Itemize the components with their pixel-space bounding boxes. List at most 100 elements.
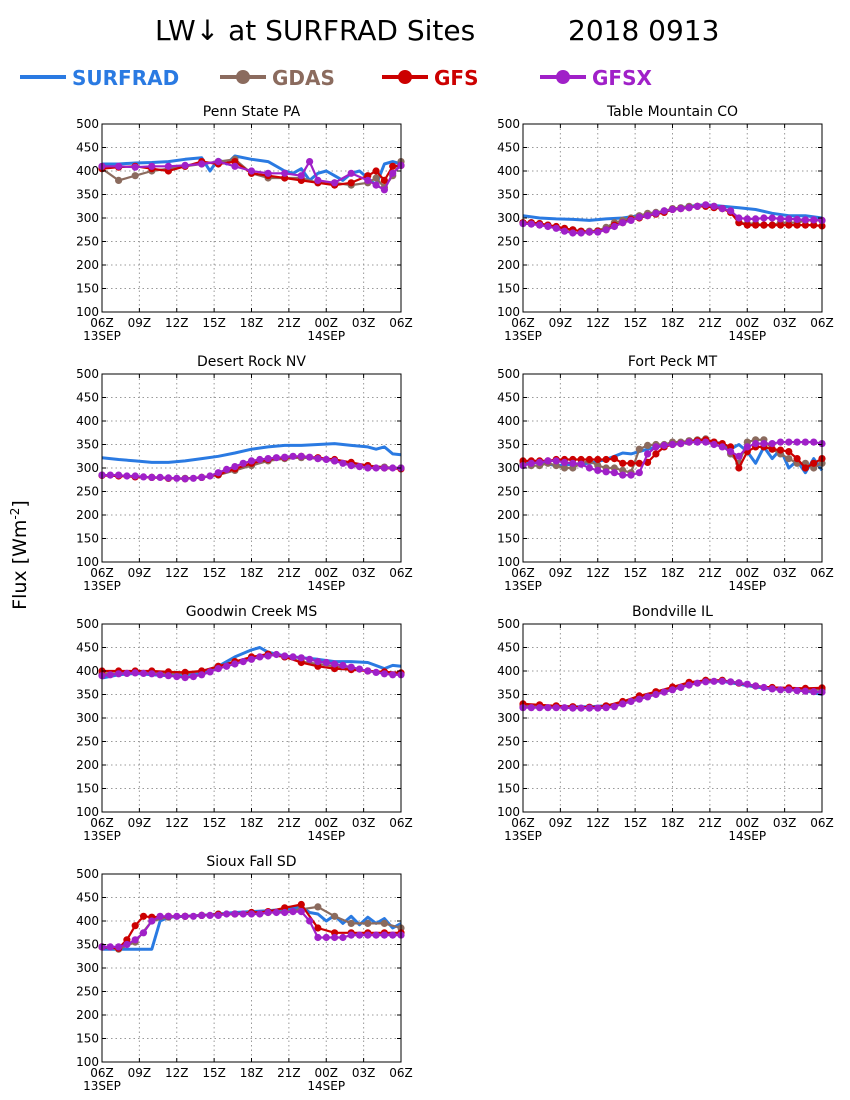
x-tick-label: 21Z: [698, 566, 722, 580]
series-surfrad: [101, 442, 402, 464]
data-point: [660, 688, 668, 696]
y-tick-label: 100: [76, 1055, 99, 1069]
data-point: [760, 683, 768, 692]
x-tick-label: 21Z: [277, 1066, 301, 1080]
data-point: [743, 215, 751, 223]
data-point: [355, 931, 364, 939]
legend-label: SURFRAD: [72, 66, 179, 90]
series-line: [102, 154, 402, 187]
data-point: [206, 911, 214, 920]
data-point: [743, 443, 751, 451]
y-tick-label: 350: [497, 188, 520, 202]
data-point: [347, 169, 355, 177]
data-point: [727, 678, 735, 686]
data-point: [173, 912, 181, 920]
data-point: [256, 653, 264, 661]
data-point: [389, 162, 397, 170]
y-tick-label: 500: [497, 117, 520, 131]
data-point: [560, 464, 569, 472]
data-point: [189, 912, 197, 920]
data-point: [339, 459, 347, 467]
y-tick-label: 350: [76, 938, 99, 952]
x-tick-label: 03Z: [352, 316, 376, 330]
y-tick-label: 200: [76, 258, 99, 272]
data-point: [380, 186, 388, 194]
data-point: [702, 438, 710, 446]
data-point: [727, 207, 735, 215]
x-tick-label: 06Z: [90, 316, 114, 330]
y-tick-label: 150: [76, 532, 99, 546]
data-point: [339, 661, 347, 670]
data-point: [231, 660, 239, 668]
data-point: [652, 443, 660, 451]
data-point: [198, 671, 206, 679]
data-point: [115, 176, 123, 184]
data-point: [223, 662, 231, 670]
y-tick-label: 400: [76, 914, 99, 928]
data-point: [735, 464, 743, 472]
x-tick-label: 06Z: [810, 816, 834, 830]
data-point: [602, 704, 610, 712]
panels: Penn State PA 100 150 200 250 300 350 400 450 500…: [76, 104, 834, 1093]
legend-item-gfsx: GFSX: [540, 66, 652, 90]
legend-marker: [236, 70, 250, 84]
x-tick-label: 06Z: [389, 1066, 413, 1080]
data-point: [718, 205, 726, 213]
data-point: [314, 176, 322, 184]
data-point: [148, 473, 156, 481]
x-tick-label: 06Z: [389, 816, 413, 830]
data-point: [314, 658, 322, 666]
x-tick-label: 21Z: [277, 816, 301, 830]
data-point: [139, 912, 148, 920]
data-point: [710, 202, 718, 210]
data-point: [256, 455, 264, 464]
data-point: [331, 912, 339, 920]
data-point: [148, 162, 156, 170]
data-point: [115, 471, 123, 479]
data-point: [536, 704, 544, 712]
panel-desert-rock-nv: Desert Rock NV 100 150 200 250 300 350 400 450 50…: [76, 354, 413, 593]
x-tick-label: 00Z: [315, 816, 339, 830]
x-tick-label: 00Z: [736, 566, 760, 580]
legend-item-gfs: GFS: [382, 66, 478, 90]
panel-fort-peck-mt: Fort Peck MT 100 150 200 250 300 350 400 450 500 0…: [497, 354, 834, 593]
data-point: [768, 440, 776, 448]
series-gfsx: [98, 908, 405, 951]
data-point: [527, 459, 535, 467]
y-axis-label: Flux [Wm-2]: [8, 500, 31, 610]
data-point: [148, 917, 156, 925]
y-tick-label: 500: [497, 617, 520, 631]
data-point: [306, 655, 314, 663]
data-point: [115, 162, 123, 170]
data-point: [123, 669, 131, 678]
x-tick-label: 15Z: [202, 316, 226, 330]
data-point: [569, 229, 577, 237]
data-point: [602, 226, 610, 234]
data-point: [364, 931, 372, 939]
data-point: [264, 908, 272, 917]
data-point: [619, 471, 627, 479]
data-point: [380, 919, 388, 928]
x-tick-label: 12Z: [165, 566, 189, 580]
x-tick-label: 15Z: [623, 566, 647, 580]
y-tick-label: 300: [76, 961, 99, 975]
data-point: [389, 169, 397, 177]
data-point: [189, 673, 197, 681]
data-point: [306, 453, 314, 461]
x-tick-label: 21Z: [277, 566, 301, 580]
data-point: [181, 668, 189, 677]
data-point: [569, 459, 577, 467]
data-point: [380, 464, 388, 472]
data-point: [702, 201, 710, 209]
data-point: [594, 704, 602, 712]
data-point: [272, 650, 280, 659]
x-tick-label: 03Z: [352, 1066, 376, 1080]
data-point: [239, 658, 247, 666]
data-point: [677, 440, 685, 448]
y-axis-label-main: Flux [Wm: [9, 520, 31, 610]
x-tick-label: 09Z: [128, 316, 152, 330]
data-point: [610, 222, 619, 231]
data-point: [297, 172, 305, 180]
data-point: [610, 469, 619, 477]
data-point: [322, 658, 330, 667]
